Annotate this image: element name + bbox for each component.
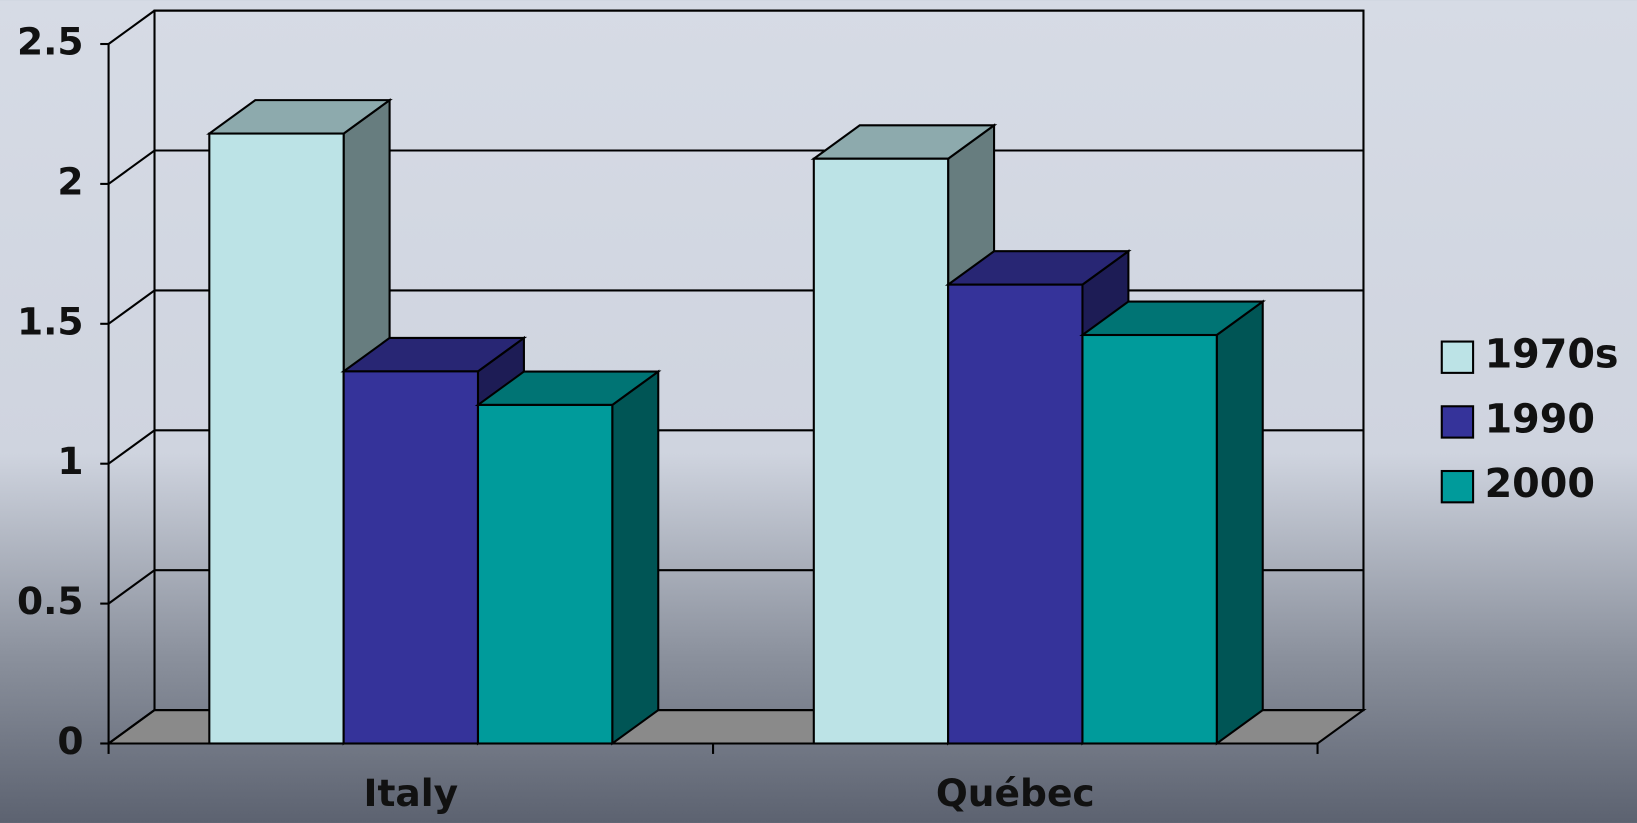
- grid-line: [107, 9, 1364, 45]
- bar: [812, 157, 950, 745]
- x-tick-label: Québec: [936, 771, 1095, 815]
- y-tick-label: 0.5: [17, 579, 84, 623]
- bar-side: [1215, 299, 1264, 746]
- legend-swatch: [1440, 405, 1475, 439]
- legend-label: 2000: [1485, 461, 1595, 507]
- legend-label: 1990: [1485, 396, 1595, 442]
- bar: [476, 403, 614, 745]
- legend-swatch: [1440, 340, 1475, 374]
- x-tick-label: Italy: [363, 771, 458, 815]
- y-tick-label: 2.5: [17, 20, 84, 64]
- bar: [947, 283, 1084, 745]
- y-tick-label: 0: [57, 719, 83, 763]
- bar: [1081, 333, 1218, 745]
- y-tick-label: 1: [57, 439, 83, 483]
- legend-swatch: [1440, 469, 1475, 504]
- y-tick-label: 1.5: [17, 299, 84, 343]
- bar: [208, 132, 345, 745]
- y-tick-label: 2: [57, 159, 83, 203]
- bar: [342, 370, 480, 745]
- bar-side: [611, 369, 660, 746]
- legend-label: 1970s: [1485, 332, 1619, 378]
